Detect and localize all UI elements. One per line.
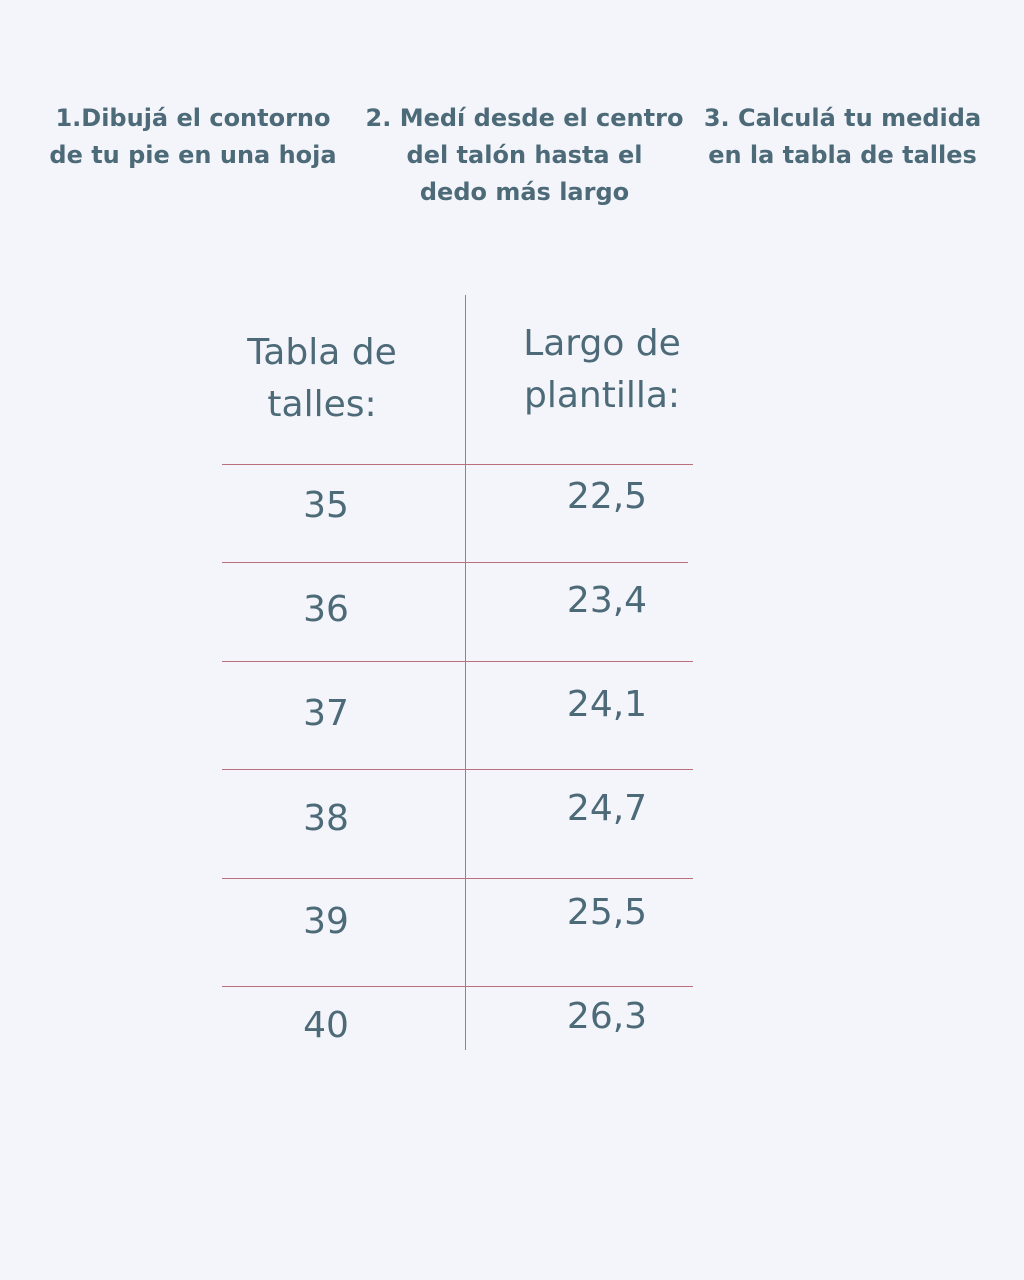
step-1-instruction: 1.Dibujá el contorno de tu pie en una ho… xyxy=(49,104,337,169)
step-3-instruction: 3. Calculá tu medida en la tabla de tall… xyxy=(703,104,982,169)
cell-size: 36 xyxy=(303,589,349,630)
size-table: Tabla de talles: Largo de plantilla: 35 … xyxy=(222,295,693,1050)
cell-size: 35 xyxy=(303,485,349,526)
cell-size: 39 xyxy=(303,901,349,942)
row-divider xyxy=(222,464,693,465)
header-insole-length: Largo de plantilla: xyxy=(523,323,681,416)
cell-size: 40 xyxy=(303,1005,349,1046)
row-divider xyxy=(222,769,693,770)
cell-length: 24,1 xyxy=(566,684,648,725)
cell-length: 22,5 xyxy=(566,476,648,517)
cell-length: 24,7 xyxy=(566,788,648,829)
cell-length: 25,5 xyxy=(566,892,648,933)
row-divider xyxy=(222,986,693,987)
cell-size: 37 xyxy=(303,693,349,734)
header-size: Tabla de talles: xyxy=(247,332,397,425)
column-divider xyxy=(465,295,466,1050)
row-divider xyxy=(222,661,693,662)
cell-length: 23,4 xyxy=(566,580,648,621)
row-divider xyxy=(222,878,693,879)
cell-size: 38 xyxy=(303,798,349,839)
cell-length: 26,3 xyxy=(566,996,648,1037)
row-divider xyxy=(222,562,688,563)
step-2-instruction: 2. Medí desde el centro del talón hasta … xyxy=(365,104,684,206)
